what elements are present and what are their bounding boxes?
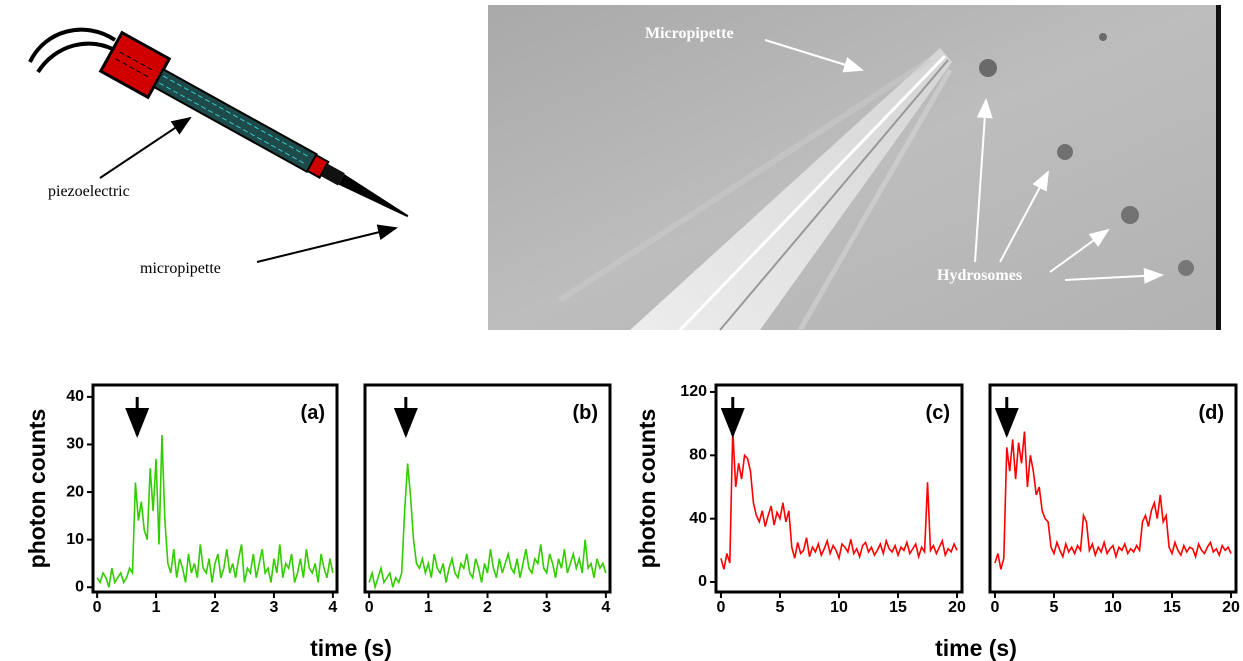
y-tick-label: 120 [680, 383, 707, 400]
y-tick-label: 0 [698, 573, 707, 590]
y-tick-label: 0 [75, 578, 84, 595]
trace [720, 429, 958, 570]
panel-label: (a) [301, 402, 325, 424]
x-tick-label: 10 [830, 599, 848, 616]
y-axis-label: photon counts [634, 409, 660, 569]
x-tick-label: 1 [424, 599, 433, 616]
x-tick-label: 3 [542, 599, 551, 616]
y-tick-label: 10 [66, 531, 84, 548]
trace [994, 431, 1232, 570]
x-axis-label: time (s) [935, 635, 1017, 661]
schematic: piezoelectric micropipette [28, 27, 409, 277]
x-tick-label: 20 [1222, 599, 1240, 616]
x-tick-label: 5 [1050, 599, 1059, 616]
x-tick-label: 15 [889, 599, 907, 616]
panel-label: (b) [572, 402, 598, 424]
y-axis-label: photon counts [24, 409, 50, 569]
x-tick-label: 0 [717, 599, 726, 616]
x-tick-label: 5 [776, 599, 785, 616]
x-tick-label: 4 [601, 599, 610, 616]
x-tick-label: 20 [948, 599, 966, 616]
panel-label: (c) [926, 402, 950, 424]
x-tick-label: 0 [365, 599, 374, 616]
trace [96, 434, 334, 588]
x-tick-label: 0 [991, 599, 1000, 616]
x-tick-label: 2 [211, 599, 220, 616]
x-axis-label: time (s) [310, 635, 392, 661]
micrograph-label: Hydrosomes [937, 267, 1022, 284]
micrograph-label: Micropipette [645, 25, 734, 42]
schematic-label: piezoelectric [48, 183, 130, 200]
y-tick-label: 20 [66, 483, 84, 500]
y-tick-label: 40 [689, 510, 707, 527]
x-tick-label: 2 [483, 599, 492, 616]
y-tick-label: 80 [689, 447, 707, 464]
x-tick-label: 1 [152, 599, 161, 616]
schematic-label: micropipette [140, 260, 221, 277]
x-tick-label: 0 [93, 599, 102, 616]
trace [368, 463, 607, 591]
panel-label: (d) [1198, 402, 1224, 424]
x-tick-label: 3 [269, 599, 278, 616]
micrograph: Micropipette Hydrosomes [488, 5, 1221, 332]
y-tick-label: 30 [66, 436, 84, 453]
x-tick-label: 10 [1104, 599, 1122, 616]
y-tick-label: 40 [66, 388, 84, 405]
x-tick-label: 15 [1163, 599, 1181, 616]
x-tick-label: 4 [328, 599, 337, 616]
